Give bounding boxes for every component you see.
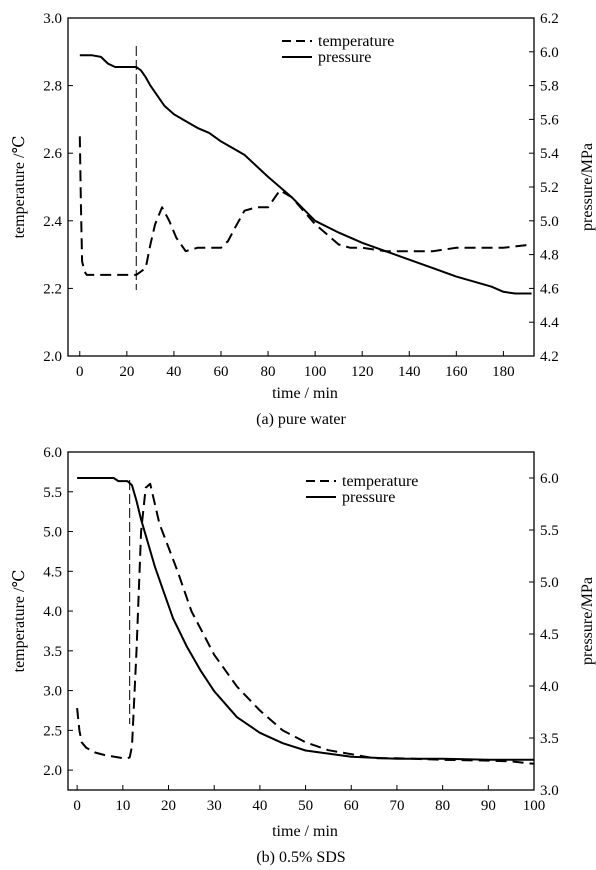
legend-label-temperature: temperature [318, 33, 394, 50]
series-line-pressure [79, 54, 532, 295]
y-right-tick-label: 4.4 [540, 315, 559, 331]
x-tick-label: 80 [261, 364, 276, 380]
y-right-tick-label: 3.5 [540, 731, 559, 747]
legend-label-pressure: pressure [318, 49, 371, 66]
x-tick-label: 100 [304, 364, 327, 380]
x-tick-label: 160 [445, 364, 468, 380]
y-right-axis-label: pressure/MPa [579, 143, 596, 231]
x-axis-label: time / min [272, 385, 338, 402]
y-left-tick-label: 2.6 [43, 146, 62, 162]
x-tick-label: 50 [298, 798, 313, 814]
x-tick-label: 100 [523, 798, 546, 814]
x-tick-label: 80 [435, 798, 450, 814]
x-tick-label: 20 [161, 798, 176, 814]
chart-b: 0 10 20 30 40 50 60 70 80 90 100 2.0 2.5 3.0 3.5 4.0 4.5… [11, 445, 596, 866]
y-right-tick-label: 6.0 [540, 45, 559, 61]
x-tick-label: 60 [344, 798, 359, 814]
y-right-tick-label: 5.4 [540, 146, 559, 162]
plot-frame [67, 451, 535, 791]
series-line-temperature [78, 136, 532, 276]
y-left-tick-label: 2.0 [43, 763, 62, 779]
y-right-tick-label: 6.0 [540, 471, 559, 487]
y-right-tick-label: 4.5 [540, 627, 559, 643]
y-right-tick-label: 6.2 [540, 11, 559, 27]
x-axis-label: time / min [272, 823, 338, 840]
y-left-tick-label: 3.5 [43, 644, 62, 660]
chart-caption: (a) pure water [256, 411, 346, 428]
y-left-tick-label: 3.0 [43, 684, 62, 700]
y-right-axis-label: pressure/MPa [579, 577, 596, 665]
y-right-tick-label: 5.0 [540, 214, 559, 230]
y-right-tick-label: 3.0 [540, 783, 559, 799]
y-left-tick-label: 2.2 [43, 281, 62, 297]
x-tick-label: 120 [351, 364, 374, 380]
y-left-tick-label: 4.5 [43, 564, 62, 580]
y-right-tick-label: 5.5 [540, 523, 559, 539]
y-left-axis-label: temperature /℃ [11, 570, 28, 673]
y-right-tick-label: 4.8 [540, 248, 559, 264]
x-tick-label: 60 [213, 364, 228, 380]
y-right-tick-label: 5.2 [540, 180, 559, 196]
legend-label-pressure: pressure [342, 489, 395, 506]
legend-label-temperature: temperature [342, 473, 418, 490]
x-tick-label: 40 [166, 364, 181, 380]
x-tick-label: 40 [252, 798, 267, 814]
y-left-tick-label: 4.0 [43, 604, 62, 620]
series-line-pressure [77, 477, 534, 761]
chart-a: 0 20 40 60 80 100 120 140 160 180 2.0 2.2 2.4 2.6 2.8 3… [11, 11, 596, 428]
x-tick-label: 10 [115, 798, 130, 814]
y-left-tick-label: 2.0 [43, 349, 62, 365]
x-tick-label: 0 [73, 798, 81, 814]
y-right-tick-label: 4.2 [540, 349, 559, 365]
x-tick-label: 20 [119, 364, 134, 380]
y-left-tick-label: 2.5 [43, 723, 62, 739]
chart-caption: (b) 0.5% SDS [256, 849, 345, 866]
x-tick-label: 90 [481, 798, 496, 814]
x-tick-label: 0 [76, 364, 84, 380]
x-tick-label: 180 [492, 364, 515, 380]
y-left-tick-label: 2.8 [43, 79, 62, 95]
y-right-tick-label: 5.8 [540, 79, 559, 95]
y-right-tick-label: 5.0 [540, 575, 559, 591]
x-tick-label: 30 [207, 798, 222, 814]
y-left-axis-label: temperature /℃ [11, 136, 28, 239]
x-tick-label: 70 [389, 798, 404, 814]
y-left-tick-label: 5.5 [43, 485, 62, 501]
y-right-tick-label: 4.0 [540, 679, 559, 695]
y-right-tick-label: 4.6 [540, 281, 559, 297]
y-left-tick-label: 2.4 [43, 214, 62, 230]
y-left-tick-label: 6.0 [43, 445, 62, 461]
y-left-tick-label: 3.0 [43, 11, 62, 27]
y-left-tick-label: 5.0 [43, 525, 62, 541]
x-tick-label: 140 [398, 364, 421, 380]
series-line-temperature [76, 482, 535, 765]
y-right-tick-label: 5.6 [540, 112, 559, 128]
